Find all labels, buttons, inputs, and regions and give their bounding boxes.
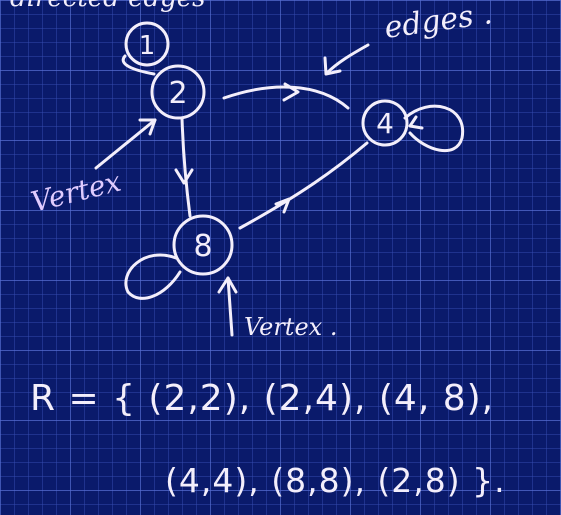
relation-line-1: R = { (2,2), (2,4), (4, 8), (30, 378, 494, 419)
edge-2-to-4-arrowhead (282, 82, 300, 102)
vertex-bottom-pointer-arrowhead (217, 276, 238, 294)
edge-2-to-8-arrowhead (174, 168, 194, 185)
vertex-bottom-pointer-arrow (226, 276, 234, 337)
relation-line-2: (4,4), (8,8), (2,8) }. (165, 461, 506, 500)
edge-self-loop-4-arrowhead (408, 115, 424, 130)
heading-partial: directed edges (10, 0, 205, 13)
edge-4-to-8-arrowhead (274, 197, 291, 214)
vertex-8: 8 (172, 214, 234, 276)
vertex-1-label: 1 (139, 31, 156, 61)
vertex-left-pointer-arrow (94, 118, 157, 170)
edge-self-loop-2 (121, 54, 156, 76)
edge-self-loop-4 (403, 104, 465, 153)
vertex-4: 4 (361, 99, 409, 147)
edges-pointer-arrow (325, 43, 370, 75)
edge-2-to-8 (180, 116, 192, 218)
vertex-8-label: 8 (193, 229, 212, 264)
vertex-left-pointer-arrowhead (138, 118, 157, 136)
vertex-2: 2 (150, 64, 206, 120)
edges-pointer-arrowhead (323, 56, 342, 76)
edge-self-loop-8 (124, 253, 182, 300)
label-vertex-bottom: Vertex . (244, 313, 337, 341)
vertex-4-label: 4 (376, 107, 394, 140)
vertex-1: 1 (124, 21, 170, 67)
edge-4-to-8 (238, 141, 369, 230)
vertex-2-label: 2 (168, 76, 187, 111)
